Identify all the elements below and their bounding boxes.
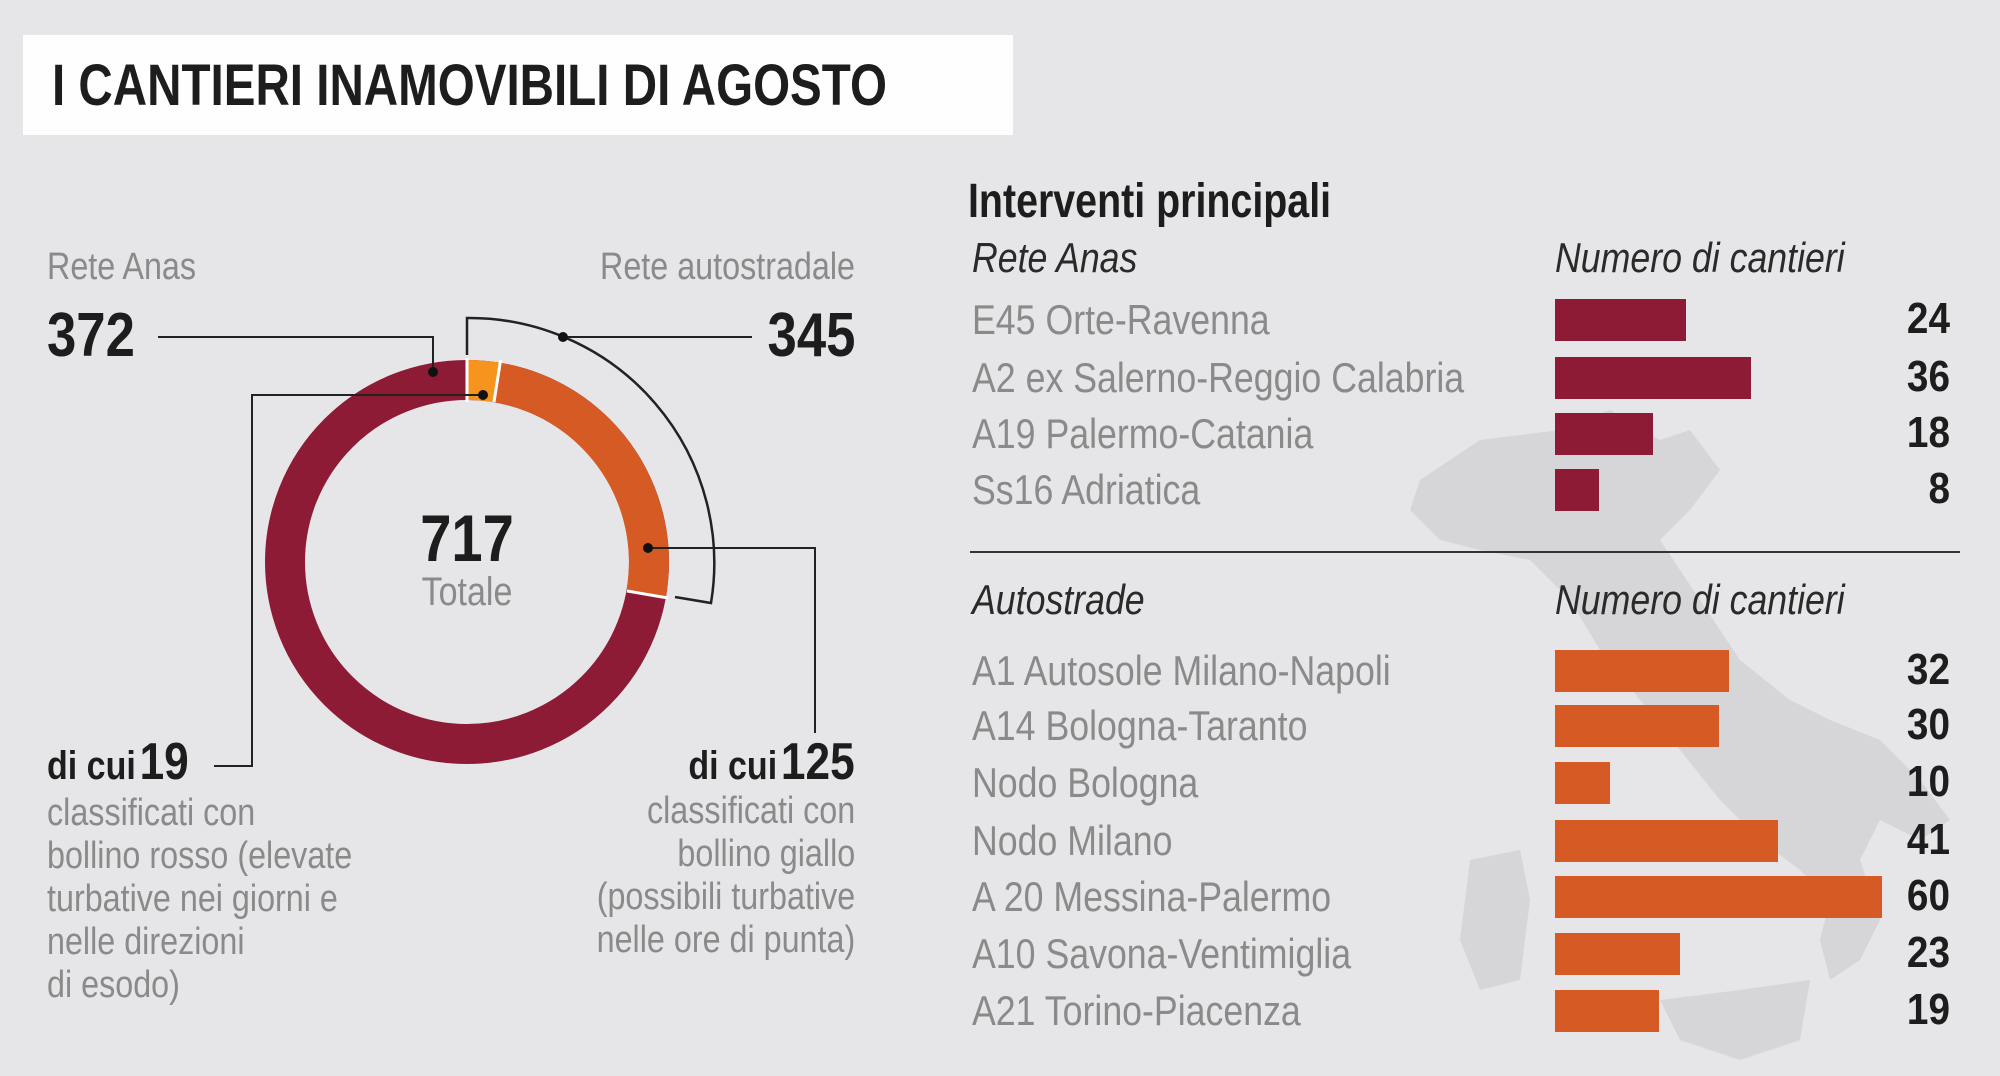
bar	[1555, 650, 1730, 692]
left-note-heading: di cui 19	[47, 732, 189, 792]
segment-yellow	[466, 360, 501, 403]
bar-row-value: 19	[1906, 985, 1950, 1034]
bar	[1555, 762, 1610, 804]
bar	[1555, 820, 1779, 862]
bar-row-label: Nodo Milano	[972, 817, 1173, 864]
bar-row-value: 30	[1906, 700, 1950, 749]
bar-row-label: A10 Savona-Ventimiglia	[972, 930, 1352, 977]
donut-chart	[158, 316, 816, 767]
bar-row-label: A21 Torino-Piacenza	[972, 987, 1301, 1034]
left-note-desc: classificati con bollino rosso (elevate …	[47, 792, 352, 1007]
autostrade-col-header: Numero di cantieri	[1555, 576, 1845, 623]
bar-row-label: A 20 Messina-Palermo	[972, 873, 1332, 920]
bar	[1555, 933, 1681, 975]
bar	[1555, 299, 1686, 341]
bar	[1555, 413, 1654, 455]
bar-row-value: 10	[1906, 757, 1950, 806]
bar	[1555, 876, 1882, 918]
bar	[1555, 705, 1719, 747]
bar-row-label: E45 Orte-Ravenna	[972, 296, 1270, 343]
left-note-value: 19	[139, 733, 189, 791]
bar-row-label: A1 Autosole Milano-Napoli	[972, 647, 1391, 694]
desc-line: classificati con	[47, 792, 256, 834]
desc-line: nelle direzioni	[47, 921, 245, 963]
desc-line: bollino rosso (elevate	[47, 835, 353, 877]
bar-row-label: Ss16 Adriatica	[972, 466, 1201, 513]
anas-col-header: Numero di cantieri	[1555, 234, 1845, 281]
bar-row-value: 60	[1906, 871, 1950, 920]
bar-row-label: A14 Bologna-Taranto	[972, 702, 1308, 749]
bar	[1555, 357, 1752, 399]
interventi-heading: Interventi principali	[968, 175, 1332, 228]
bar-row-value: 18	[1906, 408, 1950, 457]
bar-row-value: 32	[1906, 645, 1950, 694]
total-label: Totale	[421, 570, 513, 614]
bar	[1555, 990, 1659, 1032]
bar	[1555, 469, 1599, 511]
title-box	[23, 35, 1013, 135]
desc-line: bollino giallo	[677, 833, 855, 875]
bar-row-value: 41	[1906, 815, 1950, 864]
total-value: 717	[420, 501, 514, 575]
anas-header: Rete Anas	[972, 234, 1138, 281]
right-note-value: 125	[781, 733, 855, 791]
segment-orange	[494, 362, 669, 598]
divider	[970, 551, 1960, 553]
bar-row-value: 24	[1906, 294, 1950, 343]
desc-line: classificati con	[646, 790, 855, 832]
rete-anas-label: Rete Anas	[47, 246, 197, 288]
rete-anas-value: 372	[47, 301, 135, 370]
desc-line: (possibili turbative	[596, 876, 855, 918]
bar-row-value: 8	[1928, 464, 1950, 513]
right-note-prefix: di cui	[688, 744, 778, 788]
donut-center: 717 Totale	[367, 500, 567, 615]
bar-row-label: Nodo Bologna	[972, 759, 1199, 806]
left-note-prefix: di cui	[47, 744, 136, 788]
autostrade-header: Autostrade	[972, 576, 1145, 623]
right-note-heading: di cui 125	[689, 732, 855, 792]
bar-row-label: A2 ex Salerno-Reggio Calabria	[972, 354, 1465, 401]
rete-autostradale-label: Rete autostradale	[600, 246, 855, 288]
bar-row-label: A19 Palermo-Catania	[972, 410, 1314, 457]
desc-line: turbative nei giorni e	[47, 878, 338, 920]
desc-line: nelle ore di punta)	[596, 919, 855, 961]
bar-row-value: 36	[1906, 352, 1950, 401]
page-title: I CANTIERI INAMOVIBILI DI AGOSTO	[52, 53, 887, 118]
right-note-desc: classificati con bollino giallo (possibi…	[596, 790, 855, 962]
desc-line: di esodo)	[47, 964, 180, 1006]
bar-row-value: 23	[1906, 928, 1950, 977]
rete-autostradale-value: 345	[767, 301, 855, 370]
